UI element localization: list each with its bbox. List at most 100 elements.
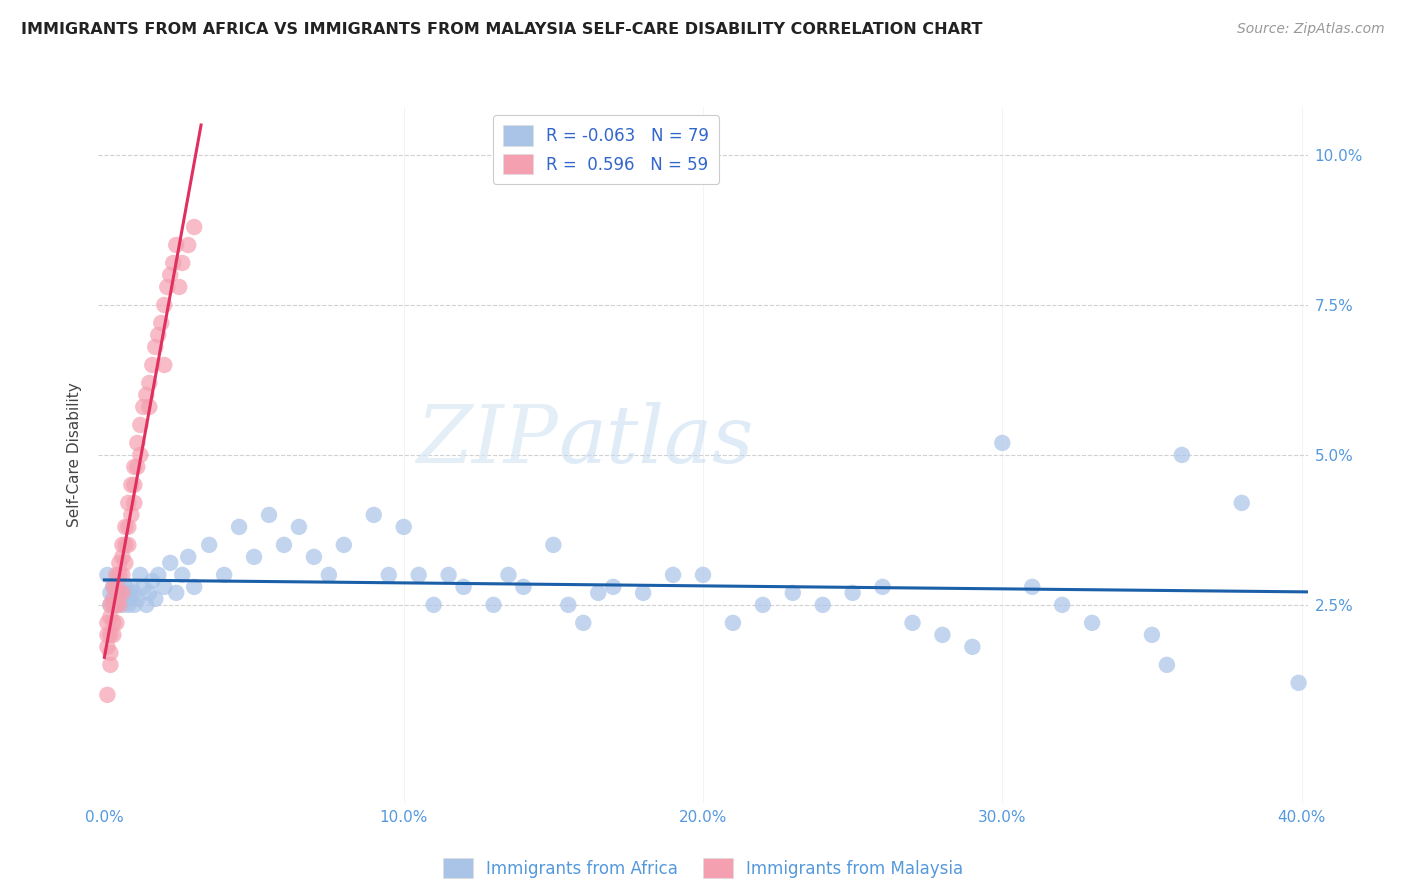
Text: IMMIGRANTS FROM AFRICA VS IMMIGRANTS FROM MALAYSIA SELF-CARE DISABILITY CORRELAT: IMMIGRANTS FROM AFRICA VS IMMIGRANTS FRO…: [21, 22, 983, 37]
Point: [183, 580, 205, 594]
Point: [117, 598, 139, 612]
Point: [841, 586, 863, 600]
Point: [108, 591, 131, 606]
Point: [1288, 676, 1310, 690]
Point: [103, 591, 125, 606]
Point: [662, 567, 685, 582]
Legend: Immigrants from Africa, Immigrants from Malaysia: Immigrants from Africa, Immigrants from …: [436, 851, 970, 885]
Point: [482, 598, 505, 612]
Point: [153, 298, 176, 312]
Point: [96, 640, 118, 654]
Point: [962, 640, 984, 654]
Point: [100, 628, 122, 642]
Point: [1140, 628, 1163, 642]
Point: [111, 598, 134, 612]
Point: [141, 574, 163, 588]
Point: [124, 496, 146, 510]
Point: [392, 520, 415, 534]
Point: [96, 688, 118, 702]
Point: [111, 549, 134, 564]
Point: [167, 280, 190, 294]
Point: [512, 580, 534, 594]
Text: Source: ZipAtlas.com: Source: ZipAtlas.com: [1237, 22, 1385, 37]
Point: [103, 628, 125, 642]
Point: [333, 538, 356, 552]
Point: [114, 591, 136, 606]
Point: [1021, 580, 1043, 594]
Point: [105, 615, 128, 630]
Point: [172, 256, 194, 270]
Point: [120, 478, 142, 492]
Point: [103, 615, 125, 630]
Point: [198, 538, 221, 552]
Point: [120, 580, 142, 594]
Point: [752, 598, 775, 612]
Point: [141, 358, 163, 372]
Point: [127, 436, 149, 450]
Point: [138, 586, 160, 600]
Point: [159, 556, 181, 570]
Point: [96, 615, 118, 630]
Point: [132, 400, 155, 414]
Point: [631, 586, 654, 600]
Point: [108, 580, 131, 594]
Point: [453, 580, 475, 594]
Point: [100, 646, 122, 660]
Point: [96, 628, 118, 642]
Point: [103, 580, 125, 594]
Point: [273, 538, 295, 552]
Point: [111, 586, 134, 600]
Point: [408, 567, 430, 582]
Point: [177, 549, 200, 564]
Point: [302, 549, 325, 564]
Point: [100, 598, 122, 612]
Point: [586, 586, 609, 600]
Point: [437, 567, 460, 582]
Point: [108, 598, 131, 612]
Point: [127, 459, 149, 474]
Point: [100, 610, 122, 624]
Point: [120, 508, 142, 522]
Point: [156, 280, 179, 294]
Point: [120, 591, 142, 606]
Point: [318, 567, 340, 582]
Point: [782, 586, 804, 600]
Point: [288, 520, 311, 534]
Point: [228, 520, 250, 534]
Point: [557, 598, 579, 612]
Point: [159, 268, 181, 282]
Point: [543, 538, 565, 552]
Point: [1171, 448, 1194, 462]
Point: [117, 520, 139, 534]
Point: [103, 591, 125, 606]
Point: [114, 520, 136, 534]
Point: [124, 478, 146, 492]
Point: [129, 417, 152, 432]
Point: [931, 628, 953, 642]
Point: [114, 538, 136, 552]
Point: [692, 567, 714, 582]
Point: [124, 459, 146, 474]
Point: [153, 580, 176, 594]
Point: [103, 598, 125, 612]
Point: [105, 567, 128, 582]
Point: [257, 508, 280, 522]
Point: [148, 567, 170, 582]
Point: [129, 567, 152, 582]
Point: [100, 598, 122, 612]
Point: [111, 586, 134, 600]
Point: [1050, 598, 1073, 612]
Point: [105, 598, 128, 612]
Point: [108, 586, 131, 600]
Point: [111, 538, 134, 552]
Point: [872, 580, 894, 594]
Point: [363, 508, 385, 522]
Point: [117, 586, 139, 600]
Point: [212, 567, 235, 582]
Point: [165, 586, 187, 600]
Point: [498, 567, 520, 582]
Y-axis label: Self-Care Disability: Self-Care Disability: [67, 383, 83, 527]
Point: [103, 580, 125, 594]
Point: [108, 567, 131, 582]
Point: [602, 580, 624, 594]
